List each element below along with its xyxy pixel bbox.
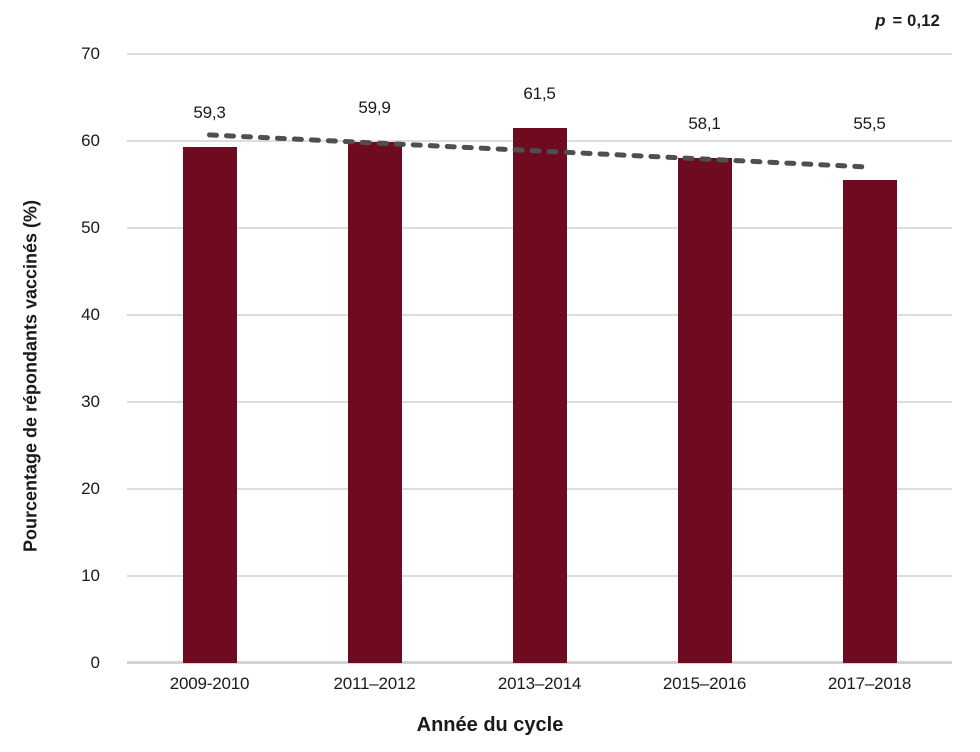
- bar-2009-2010: [182, 147, 237, 663]
- bar-2015–2016: [677, 157, 732, 663]
- bar-2013–2014: [512, 127, 567, 663]
- x-tick-label: 2011–2012: [333, 674, 416, 693]
- y-tick-label-20: 20: [81, 479, 100, 498]
- bar-2017–2018: [842, 180, 897, 663]
- x-axis-title: Année du cycle: [416, 714, 564, 736]
- bar-2011–2012: [347, 141, 402, 663]
- gridline-70: [127, 53, 952, 55]
- x-tick-label: 2013–2014: [497, 674, 582, 693]
- bar-value-label: 58,1: [688, 113, 721, 133]
- y-tick-label-0: 0: [90, 653, 100, 672]
- x-tick-label: 2017–2018: [827, 674, 912, 693]
- y-tick-label-40: 40: [81, 305, 100, 324]
- y-tick-label-70: 70: [81, 44, 100, 63]
- bar-value-label: 59,9: [358, 97, 391, 117]
- x-tick-label: 2009-2010: [169, 674, 250, 693]
- bar-value-label: 55,5: [853, 114, 886, 134]
- y-tick-label-60: 60: [81, 131, 100, 150]
- p-value-annotation: p = 0,12: [875, 12, 940, 31]
- p-value-text: = 0,12: [892, 12, 940, 30]
- x-tick-label: 2015–2016: [662, 674, 747, 693]
- y-tick-label-10: 10: [81, 566, 100, 585]
- bar-value-label: 61,5: [523, 83, 556, 103]
- y-tick-label-50: 50: [81, 218, 100, 237]
- p-symbol: p: [875, 12, 886, 30]
- bar-value-label: 59,3: [193, 103, 226, 123]
- plot-area: 59,3 59,9 61,5 58,1 55,5: [127, 53, 952, 663]
- y-tick-label-30: 30: [81, 392, 100, 411]
